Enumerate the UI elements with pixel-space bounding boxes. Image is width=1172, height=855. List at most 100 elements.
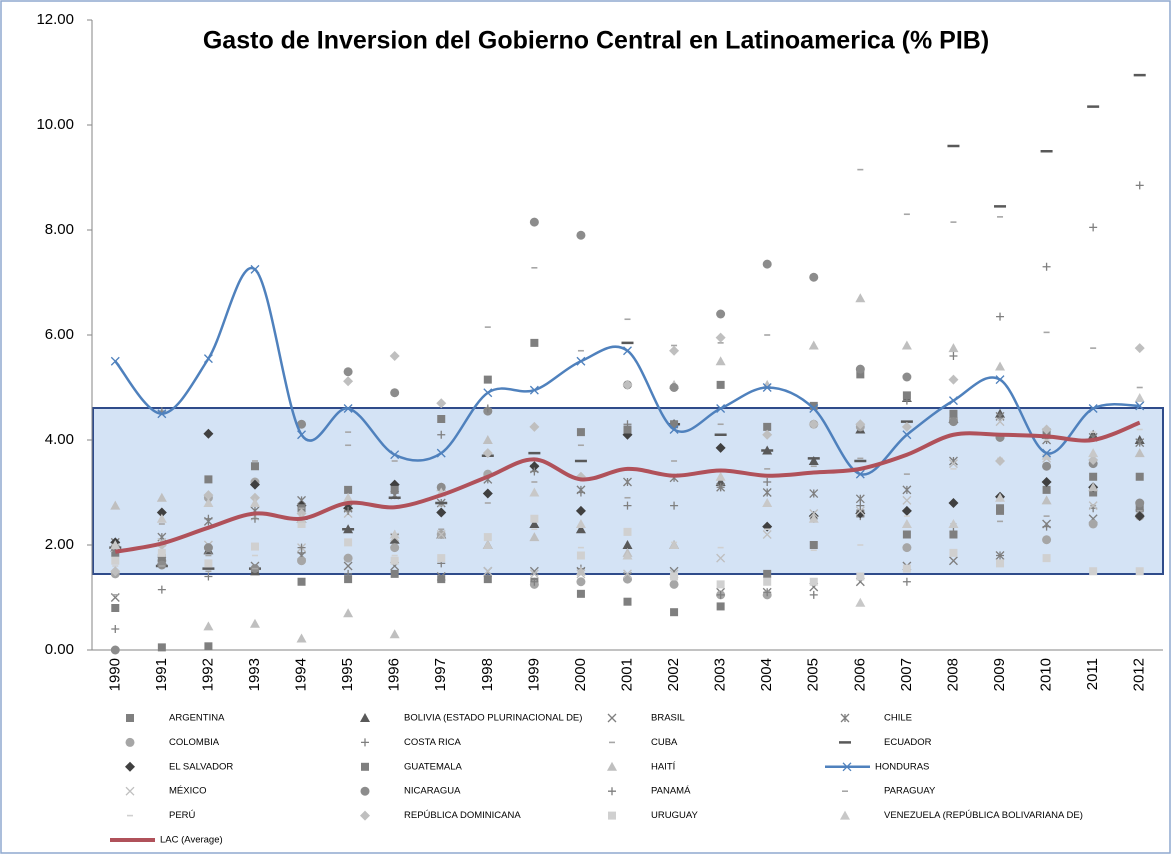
point <box>902 577 911 586</box>
x-tick-label: 1995 <box>339 658 356 691</box>
x-tick-label: 2011 <box>1084 658 1101 690</box>
point <box>529 566 539 576</box>
point <box>808 456 819 465</box>
point <box>902 430 912 440</box>
point <box>436 507 447 518</box>
point <box>203 490 214 501</box>
point <box>297 577 306 586</box>
point <box>1135 504 1144 513</box>
point <box>622 540 633 549</box>
point <box>901 340 912 350</box>
x-tick-label: 2001 <box>618 658 635 691</box>
point <box>1134 393 1145 402</box>
point <box>344 569 353 578</box>
x-tick-label: 1998 <box>479 658 496 691</box>
point <box>948 519 959 528</box>
legend-label: CHILE <box>884 713 912 724</box>
point <box>530 577 539 586</box>
point <box>110 356 120 366</box>
point <box>716 404 726 413</box>
point <box>576 589 585 598</box>
point <box>855 469 865 479</box>
legend-marker <box>360 810 370 821</box>
point <box>156 513 167 523</box>
x-tick-label: 2008 <box>944 658 961 691</box>
legend-marker <box>842 762 852 772</box>
point <box>855 364 865 374</box>
x-tick-label: 2003 <box>712 658 729 691</box>
point <box>250 514 259 523</box>
point <box>1134 448 1145 458</box>
x-tick-label: 1990 <box>106 658 123 691</box>
point <box>902 396 911 405</box>
point <box>669 579 679 589</box>
legend-label: ECUADOR <box>884 737 932 748</box>
point <box>995 492 1006 502</box>
point <box>390 450 400 460</box>
point <box>529 519 540 528</box>
point <box>529 487 540 497</box>
point <box>343 608 354 618</box>
point <box>1041 424 1052 435</box>
point <box>344 538 353 547</box>
point <box>809 404 819 413</box>
point <box>249 618 260 628</box>
point <box>110 500 121 510</box>
point <box>529 421 540 432</box>
point <box>483 566 493 576</box>
point <box>855 597 866 607</box>
point <box>763 577 772 586</box>
point <box>576 428 585 437</box>
point <box>1042 448 1052 458</box>
x-tick-label: 2012 <box>1131 658 1148 691</box>
point <box>996 551 1005 560</box>
legend-label: EL SALVADOR <box>169 761 233 772</box>
point <box>296 633 307 643</box>
legend-label: COSTA RICA <box>404 737 461 748</box>
point <box>763 569 772 578</box>
legend-label: PANAMÁ <box>651 786 691 797</box>
y-tick-label: 6.00 <box>45 326 74 343</box>
point <box>902 530 911 539</box>
legend-label: BRASIL <box>651 713 685 724</box>
point <box>576 577 586 587</box>
legend-label: HAITÍ <box>651 761 676 772</box>
point <box>948 343 959 353</box>
point <box>948 374 959 385</box>
point <box>483 533 492 542</box>
point <box>576 569 586 579</box>
point <box>482 540 493 549</box>
point <box>249 479 260 490</box>
point <box>902 391 911 400</box>
point <box>902 564 911 573</box>
point <box>343 492 354 502</box>
x-tick-label: 1993 <box>246 658 263 691</box>
point <box>157 585 166 594</box>
point <box>483 388 493 398</box>
point <box>1041 450 1052 460</box>
x-tick-label: 2007 <box>898 658 915 691</box>
x-tick-label: 1997 <box>432 658 449 691</box>
point <box>949 548 958 557</box>
point <box>623 420 632 429</box>
point <box>996 312 1005 321</box>
point <box>575 519 586 528</box>
point <box>575 505 586 516</box>
point <box>715 471 726 481</box>
point <box>530 338 539 347</box>
y-tick-label: 4.00 <box>45 431 74 448</box>
point <box>995 417 1005 427</box>
legend-marker <box>125 737 135 747</box>
legend-marker <box>360 786 370 796</box>
point <box>1089 488 1098 497</box>
point <box>623 574 632 584</box>
point <box>297 556 307 566</box>
point <box>249 492 260 503</box>
point <box>250 542 259 551</box>
point <box>436 398 447 409</box>
point <box>1042 554 1051 563</box>
point <box>901 505 912 516</box>
point <box>1135 567 1144 576</box>
point <box>576 551 585 560</box>
